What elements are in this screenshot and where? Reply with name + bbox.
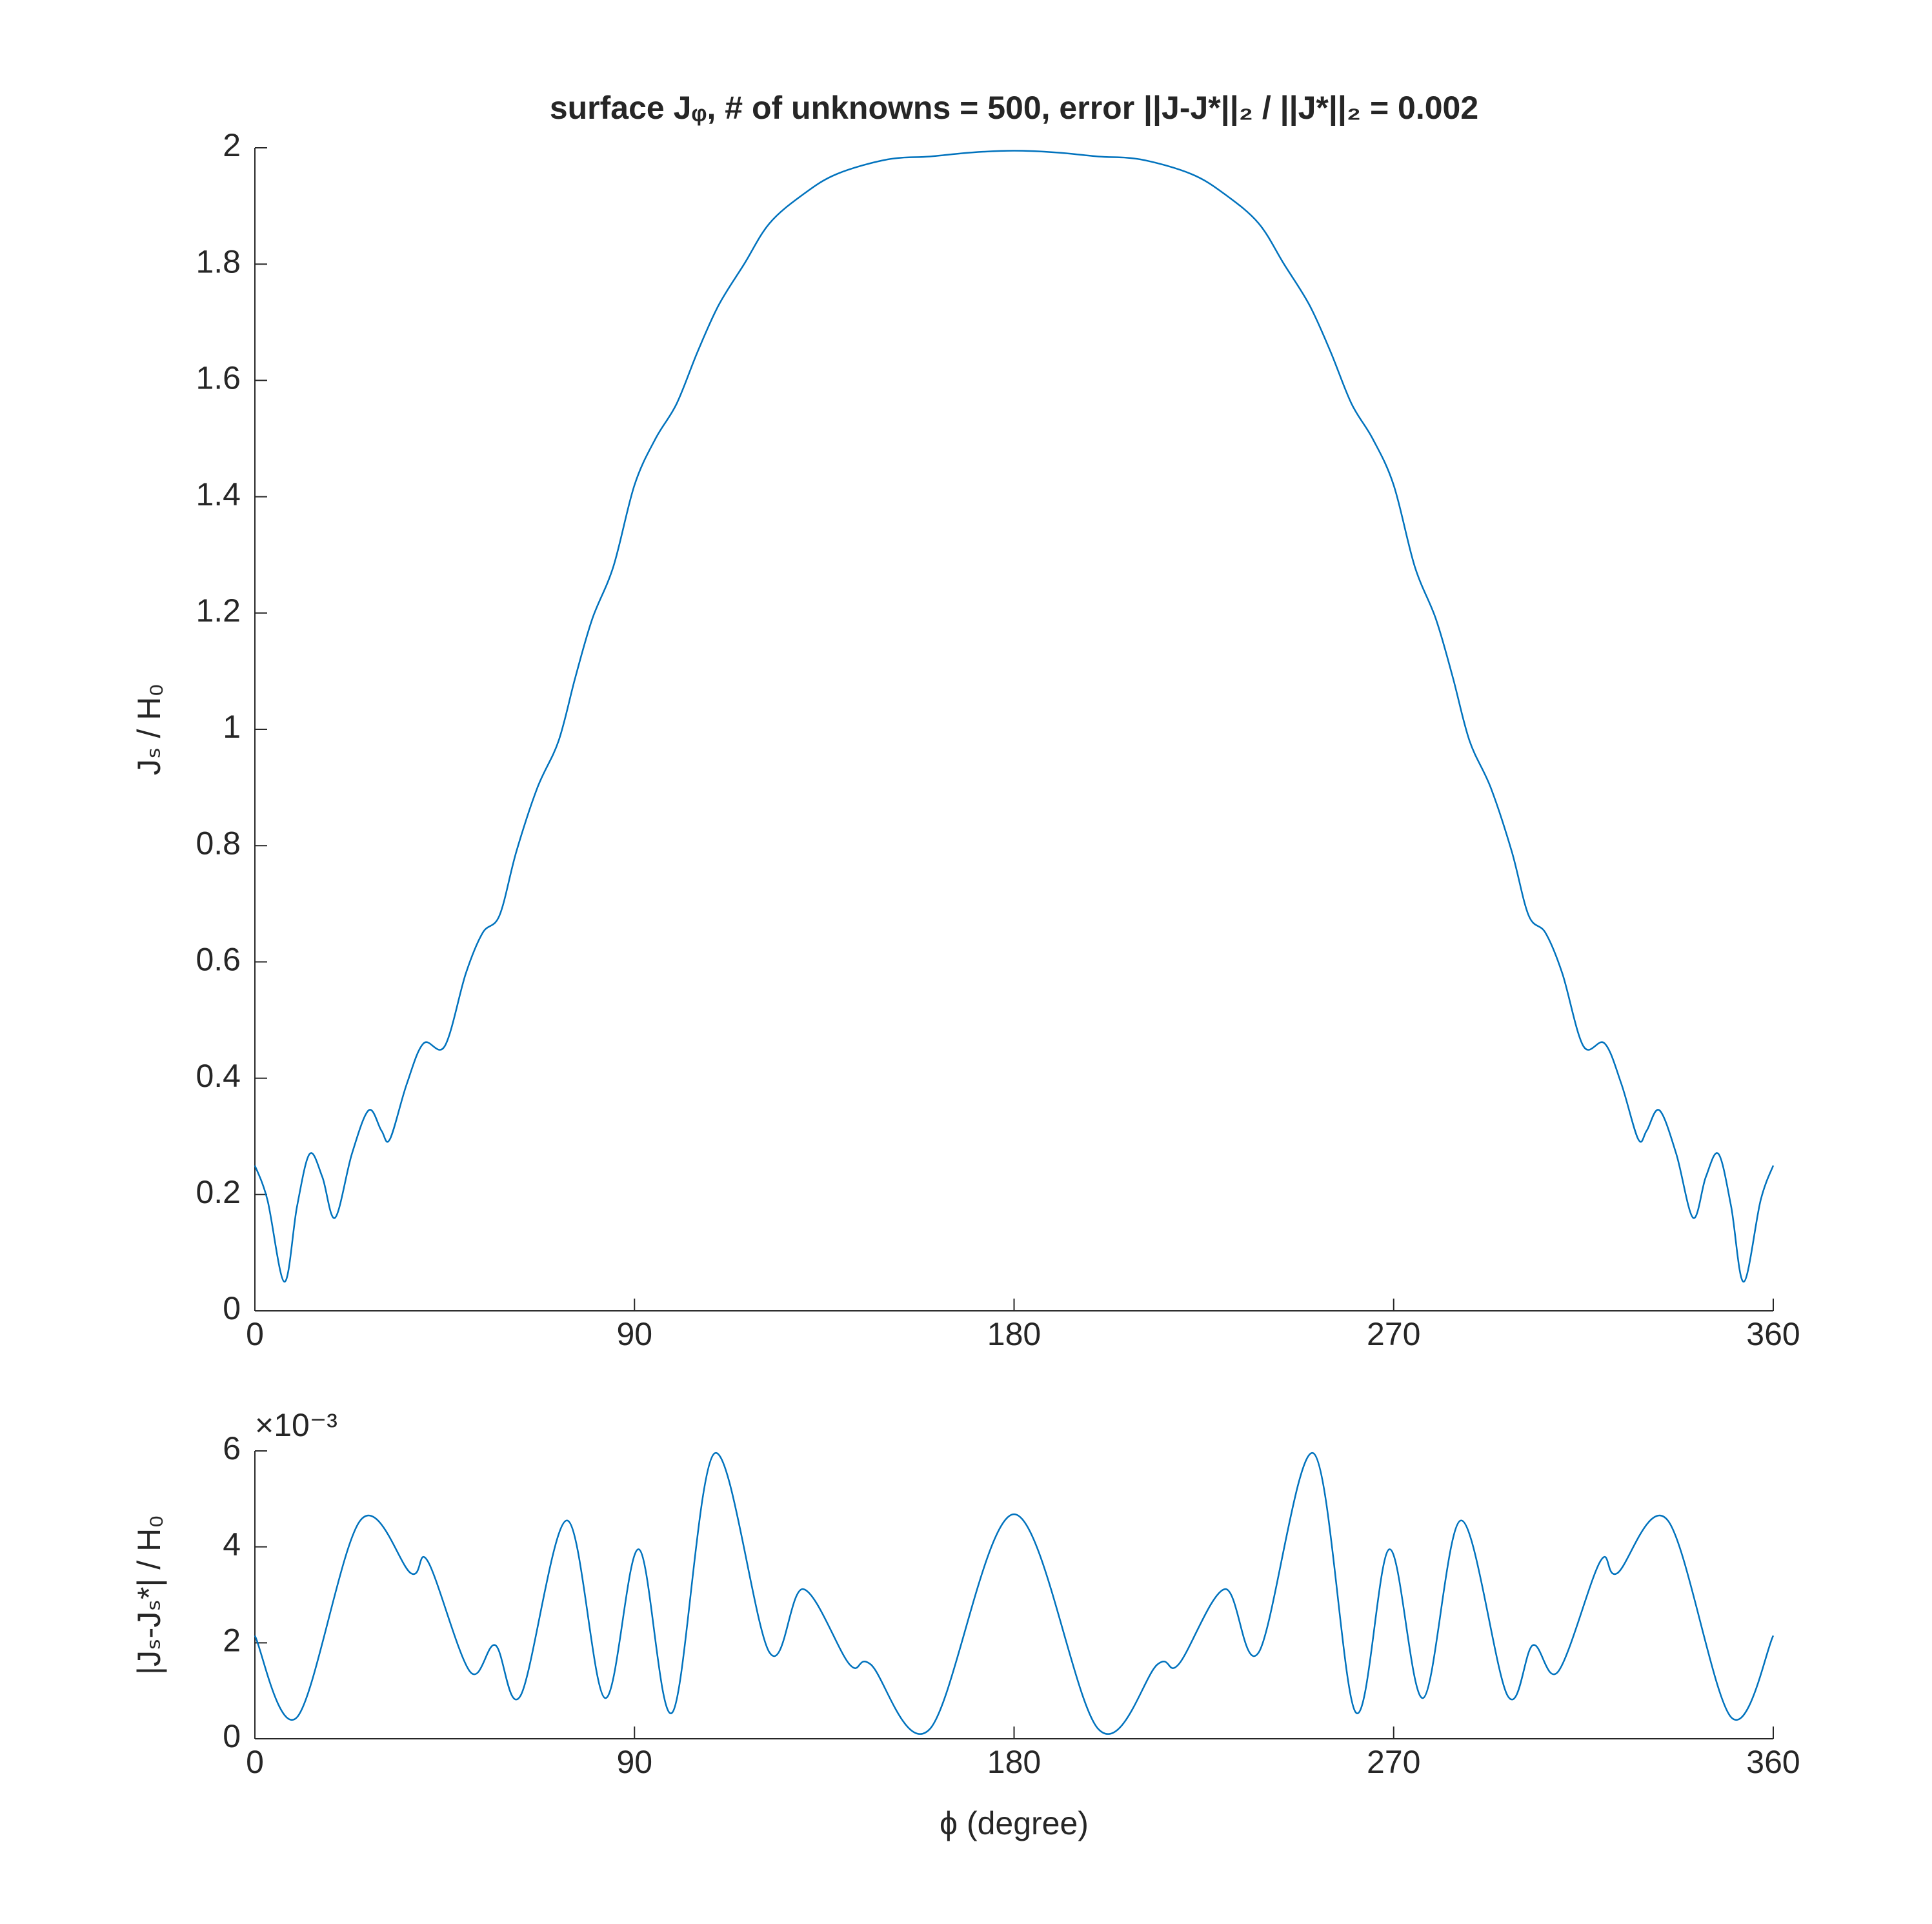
y-tick-label: 1 bbox=[223, 709, 241, 745]
y-tick-label: 0 bbox=[223, 1290, 241, 1326]
x-tick-label: 360 bbox=[1746, 1744, 1800, 1780]
x-tick-label: 90 bbox=[616, 1316, 652, 1352]
y-tick-label: 0.8 bbox=[196, 825, 241, 861]
y-tick-label: 4 bbox=[223, 1526, 241, 1563]
y-tick-label: 0.2 bbox=[196, 1174, 241, 1210]
y-tick-label: 0.4 bbox=[196, 1058, 241, 1094]
data-line bbox=[254, 1452, 1775, 1735]
x-tick-label: 180 bbox=[987, 1744, 1041, 1780]
y-tick-label: 6 bbox=[223, 1430, 241, 1466]
y-tick-label: 2 bbox=[223, 1623, 241, 1659]
y-tick-label: 0 bbox=[223, 1718, 241, 1754]
x-tick-label: 180 bbox=[987, 1316, 1041, 1352]
x-tick-label: 0 bbox=[246, 1316, 264, 1352]
y-tick-label: 1.8 bbox=[196, 243, 241, 279]
y-tick-label: 1.6 bbox=[196, 360, 241, 396]
x-tick-label: 270 bbox=[1367, 1744, 1420, 1780]
y-axis-label: Jₛ / H₀ bbox=[131, 684, 167, 775]
y-tick-label: 0.6 bbox=[196, 942, 241, 978]
y-tick-label: 1.4 bbox=[196, 476, 241, 512]
x-axis-label: ϕ (degree) bbox=[940, 1805, 1089, 1841]
y-axis-label: |Jₛ-Jₛ*| / H₀ bbox=[131, 1515, 167, 1675]
x-tick-label: 0 bbox=[246, 1744, 264, 1780]
y-tick-label: 2 bbox=[223, 127, 241, 163]
x-tick-label: 90 bbox=[616, 1744, 652, 1780]
y-exponent-label: ×10⁻³ bbox=[255, 1407, 337, 1443]
x-tick-label: 360 bbox=[1746, 1316, 1800, 1352]
x-tick-label: 270 bbox=[1367, 1316, 1420, 1352]
chart-title: surface Jᵩ, # of unknowns = 500, error |… bbox=[550, 90, 1478, 127]
y-tick-label: 1.2 bbox=[196, 592, 241, 629]
data-line bbox=[254, 150, 1775, 1283]
